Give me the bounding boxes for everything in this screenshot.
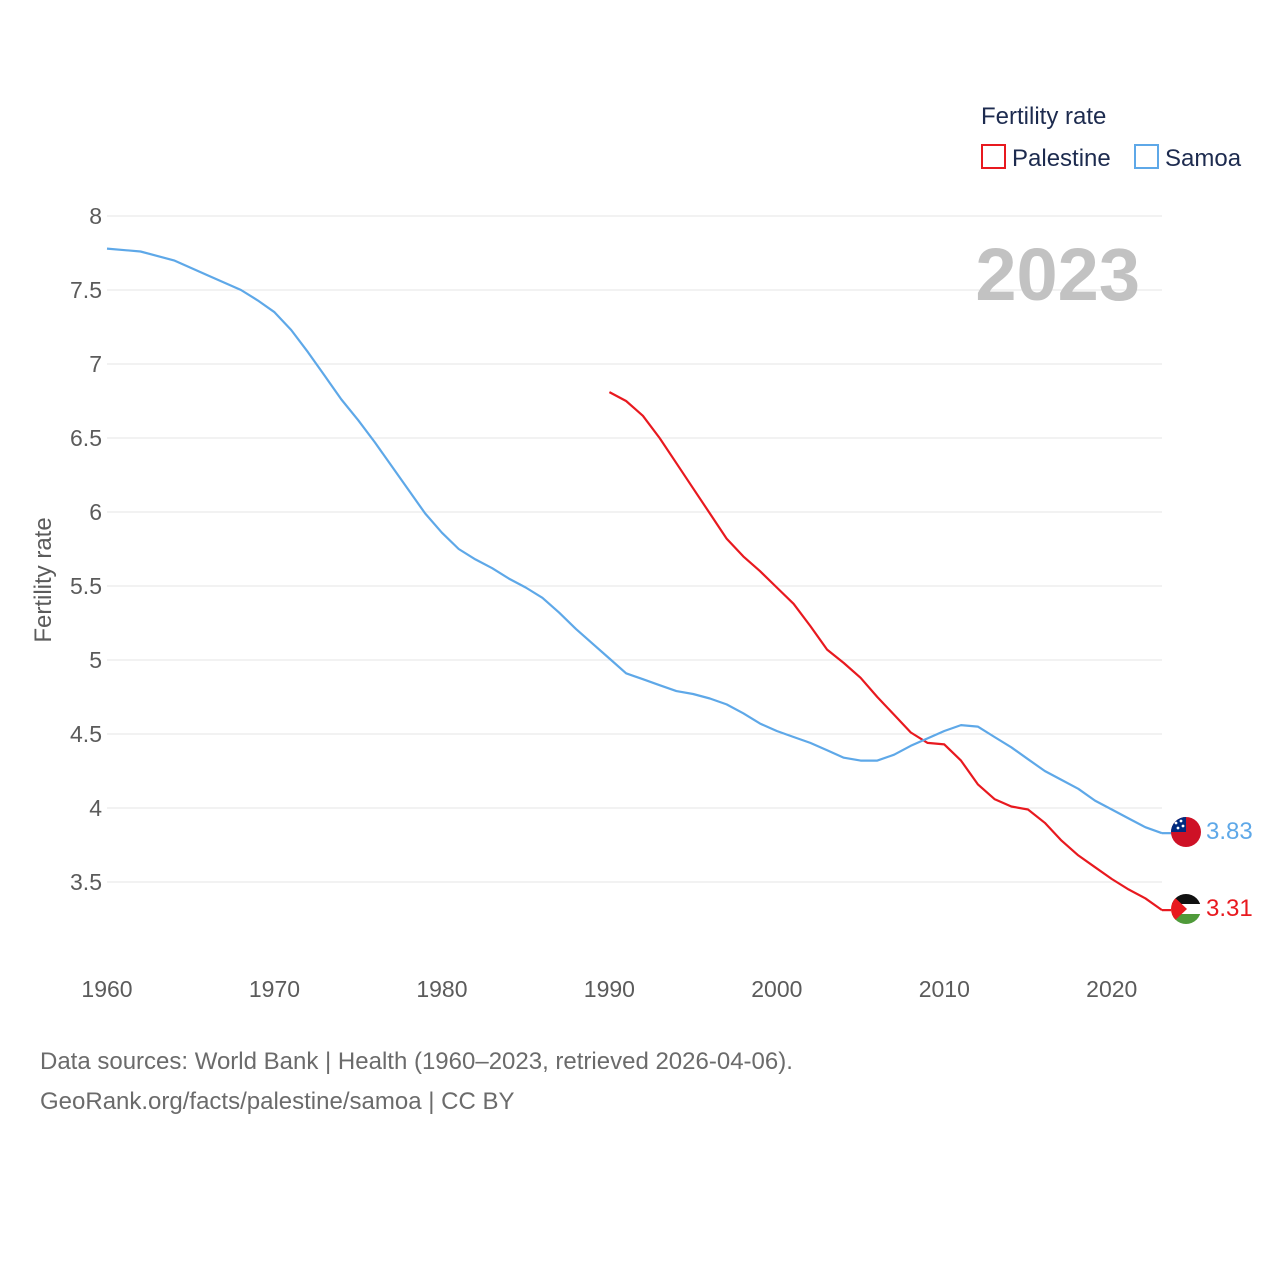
y-axis-ticks: 3.5 4 4.5 5 5.5 6 6.5 7 7.5 8 <box>70 203 102 895</box>
y-tick-label: 7 <box>89 351 102 377</box>
x-tick-label: 1980 <box>416 976 467 1002</box>
x-tick-label: 1990 <box>584 976 635 1002</box>
samoa-flag-icon <box>1171 817 1201 847</box>
source-line-1: Data sources: World Bank | Health (1960–… <box>40 1048 793 1075</box>
current-year-display: 2023 <box>975 233 1140 316</box>
legend-label-palestine: Palestine <box>1012 145 1111 172</box>
x-tick-label: 1960 <box>81 976 132 1002</box>
x-tick-label: 2010 <box>919 976 970 1002</box>
palestine-end-value: 3.31 <box>1206 895 1253 922</box>
grid-lines <box>107 215 1162 883</box>
y-tick-label: 4 <box>89 795 102 821</box>
y-tick-label: 6 <box>89 499 102 525</box>
legend-swatch-samoa <box>1134 144 1159 169</box>
y-tick-label: 3.5 <box>70 869 102 895</box>
y-tick-label: 5 <box>89 647 102 673</box>
legend: Fertility rate Palestine Samoa <box>981 103 1242 172</box>
source-note: Data sources: World Bank | Health (1960–… <box>40 1042 793 1122</box>
series-line-samoa[interactable] <box>106 247 1163 835</box>
legend-title: Fertility rate <box>981 103 1106 130</box>
legend-swatch-palestine <box>981 144 1006 169</box>
legend-label-samoa: Samoa <box>1165 145 1242 172</box>
legend-item-palestine[interactable]: Palestine <box>981 144 1111 172</box>
series-line-palestine[interactable] <box>608 391 1163 911</box>
x-axis-ticks: 1960 1970 1980 1990 2000 2010 2020 <box>81 976 1137 1002</box>
series-lines <box>106 247 1172 912</box>
palestine-flag-icon <box>1171 894 1201 924</box>
x-tick-label: 1970 <box>249 976 300 1002</box>
legend-item-samoa[interactable]: Samoa <box>1134 144 1242 172</box>
y-axis-title: Fertility rate <box>30 517 57 642</box>
x-tick-label: 2000 <box>751 976 802 1002</box>
fertility-rate-chart: 3.5 4 4.5 5 5.5 6 6.5 7 7.5 8 1960 1970 1980 1990 200… <box>30 103 1253 1002</box>
y-tick-label: 4.5 <box>70 721 102 747</box>
end-marker-palestine: 3.31 <box>1171 894 1253 924</box>
source-line-2[interactable]: GeoRank.org/facts/palestine/samoa | CC B… <box>40 1088 515 1115</box>
y-tick-label: 7.5 <box>70 277 102 303</box>
samoa-end-value: 3.83 <box>1206 818 1253 845</box>
y-tick-label: 5.5 <box>70 573 102 599</box>
y-tick-label: 6.5 <box>70 425 102 451</box>
x-tick-label: 2020 <box>1086 976 1137 1002</box>
end-marker-samoa: 3.83 <box>1171 817 1253 847</box>
y-tick-label: 8 <box>89 203 102 229</box>
